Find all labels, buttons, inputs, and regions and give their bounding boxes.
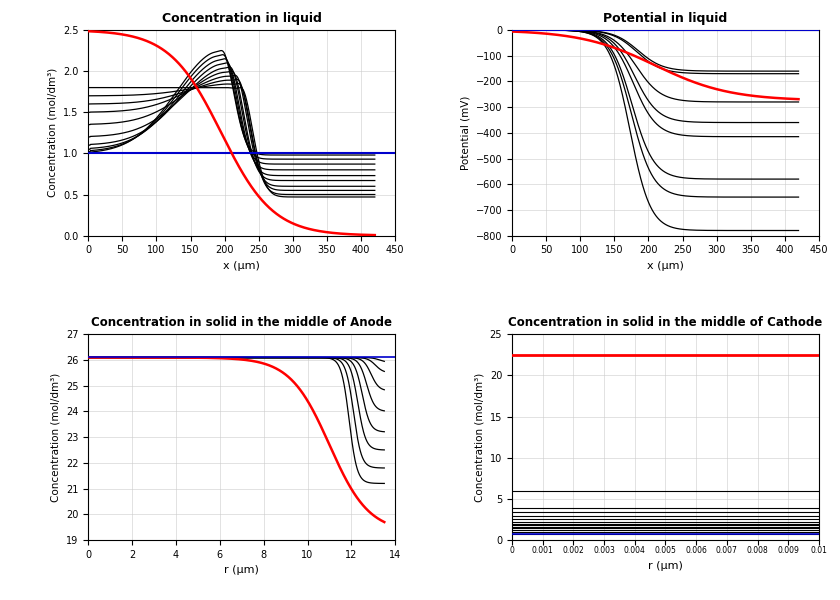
X-axis label: x (μm): x (μm) xyxy=(223,261,260,271)
Title: Concentration in solid in the middle of Cathode: Concentration in solid in the middle of … xyxy=(508,316,822,329)
Y-axis label: Potential (mV): Potential (mV) xyxy=(460,95,470,170)
Title: Concentration in solid in the middle of Anode: Concentration in solid in the middle of … xyxy=(92,316,392,329)
X-axis label: r (μm): r (μm) xyxy=(224,565,260,575)
Y-axis label: Concentration (mol/dm³): Concentration (mol/dm³) xyxy=(474,373,484,502)
Y-axis label: Concentration (mol/dm³): Concentration (mol/dm³) xyxy=(50,373,60,502)
Title: Concentration in liquid: Concentration in liquid xyxy=(162,11,322,25)
Title: Potential in liquid: Potential in liquid xyxy=(603,11,727,25)
X-axis label: r (μm): r (μm) xyxy=(648,561,683,571)
X-axis label: x (μm): x (μm) xyxy=(647,261,684,271)
Y-axis label: Concentration (mol/dm³): Concentration (mol/dm³) xyxy=(47,68,57,197)
